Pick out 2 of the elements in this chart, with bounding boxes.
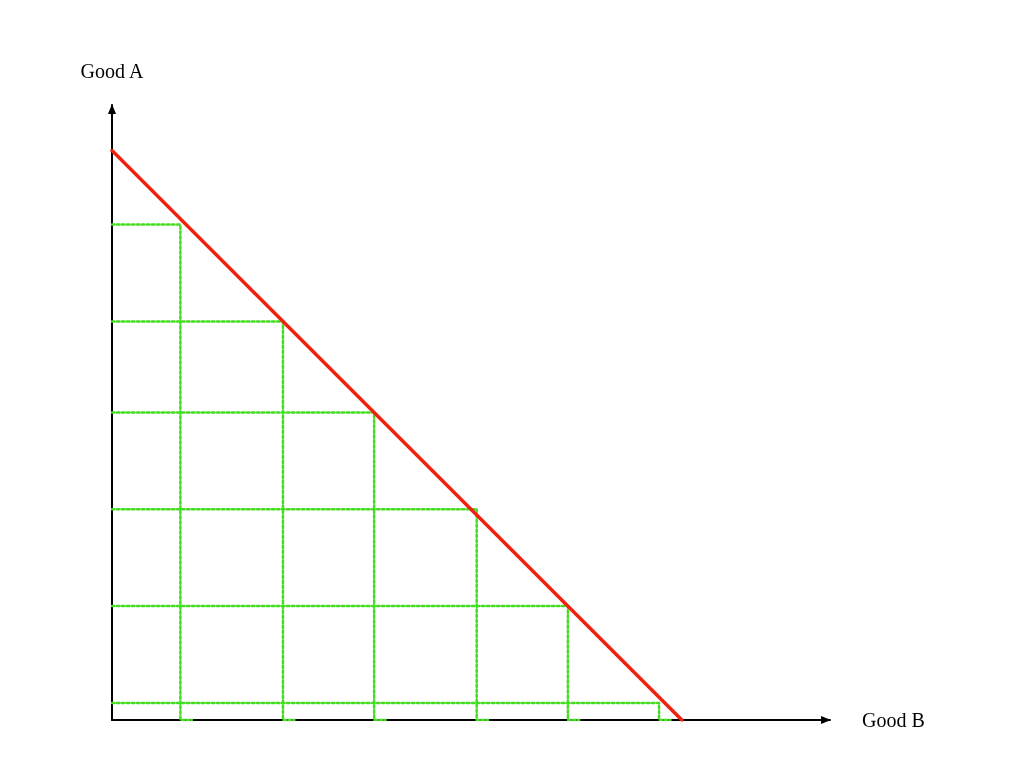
x-axis-title: Good B [862,709,925,731]
y-axis-title: Good A [80,60,144,82]
